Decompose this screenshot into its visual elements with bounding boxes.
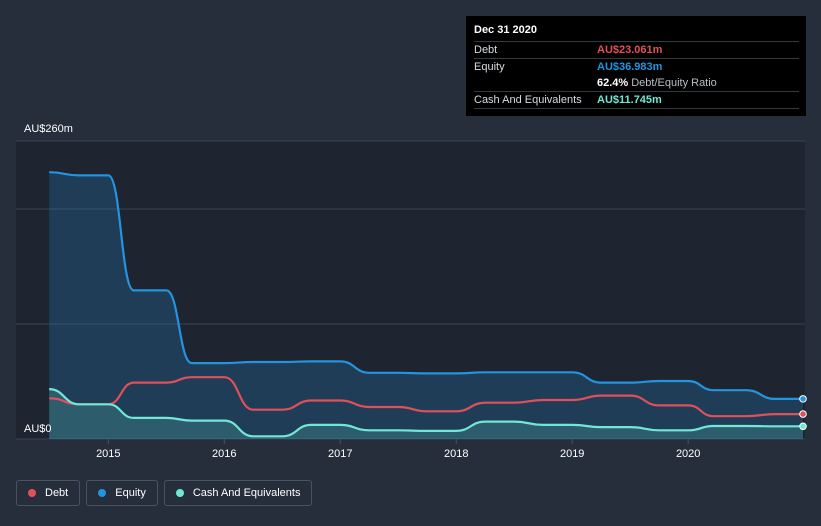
end-marker-debt — [799, 410, 807, 418]
series-line-equity — [49, 171, 803, 400]
series-areas — [49, 172, 803, 439]
tooltip-equity-value: AU$36.983m — [597, 61, 663, 73]
legend-item-equity[interactable]: Equity — [86, 480, 158, 506]
tooltip-ratio-note: Debt/Equity Ratio — [631, 77, 717, 89]
chart-legend: Debt Equity Cash And Equivalents — [16, 480, 313, 506]
y-axis-bottom-label: AU$0 — [24, 423, 52, 435]
tooltip-key: Debt — [474, 44, 498, 56]
end-marker-cash — [799, 422, 807, 431]
gridlines — [16, 140, 805, 440]
area-cash — [49, 389, 803, 439]
tooltip-key: Equity — [474, 61, 505, 73]
area-equity — [49, 172, 803, 439]
tooltip-row-debt: Debt AU$23.061m — [474, 41, 799, 58]
series-end-markers — [799, 395, 807, 431]
x-tick-label: 2020 — [676, 448, 700, 460]
data-tooltip: Dec 31 2020 Debt AU$23.061m Equity AU$36… — [466, 16, 806, 116]
tooltip-row-cash: Cash And Equivalents AU$11.745m — [474, 91, 799, 109]
legend-label: Cash And Equivalents — [192, 487, 301, 499]
x-tick-label: 2018 — [444, 448, 468, 460]
tooltip-key: Cash And Equivalents — [474, 94, 582, 106]
x-tick-label: 2017 — [328, 448, 352, 460]
tooltip-cash-value: AU$11.745m — [597, 94, 662, 106]
x-axis-ticks: 2015 2016 2017 2018 2019 2020 — [96, 439, 700, 460]
legend-dot-icon — [28, 489, 36, 497]
legend-label: Equity — [115, 487, 146, 499]
tooltip-debt-value: AU$23.061m — [597, 44, 663, 56]
series-line-debt — [49, 376, 803, 418]
y-axis-top-label: AU$260m — [24, 123, 73, 135]
x-tick-label: 2016 — [212, 448, 236, 460]
end-marker-equity — [799, 395, 807, 403]
legend-dot-icon — [175, 489, 184, 497]
legend-item-debt[interactable]: Debt — [16, 480, 81, 506]
tooltip-ratio-value: 62.4% — [597, 77, 629, 89]
legend-label: Debt — [45, 487, 69, 499]
x-tick-label: 2015 — [96, 448, 120, 460]
legend-item-cash[interactable]: Cash And Equivalents — [163, 480, 313, 506]
series-line-cash — [49, 388, 803, 438]
x-tick-label: 2019 — [560, 448, 584, 460]
legend-dot-icon — [98, 489, 107, 497]
tooltip-row-ratio: 62.4% Debt/Equity Ratio — [474, 75, 799, 91]
tooltip-row-equity: Equity AU$36.983m — [474, 58, 799, 75]
series-lines — [49, 171, 803, 438]
tooltip-date: Dec 31 2020 — [474, 24, 537, 36]
